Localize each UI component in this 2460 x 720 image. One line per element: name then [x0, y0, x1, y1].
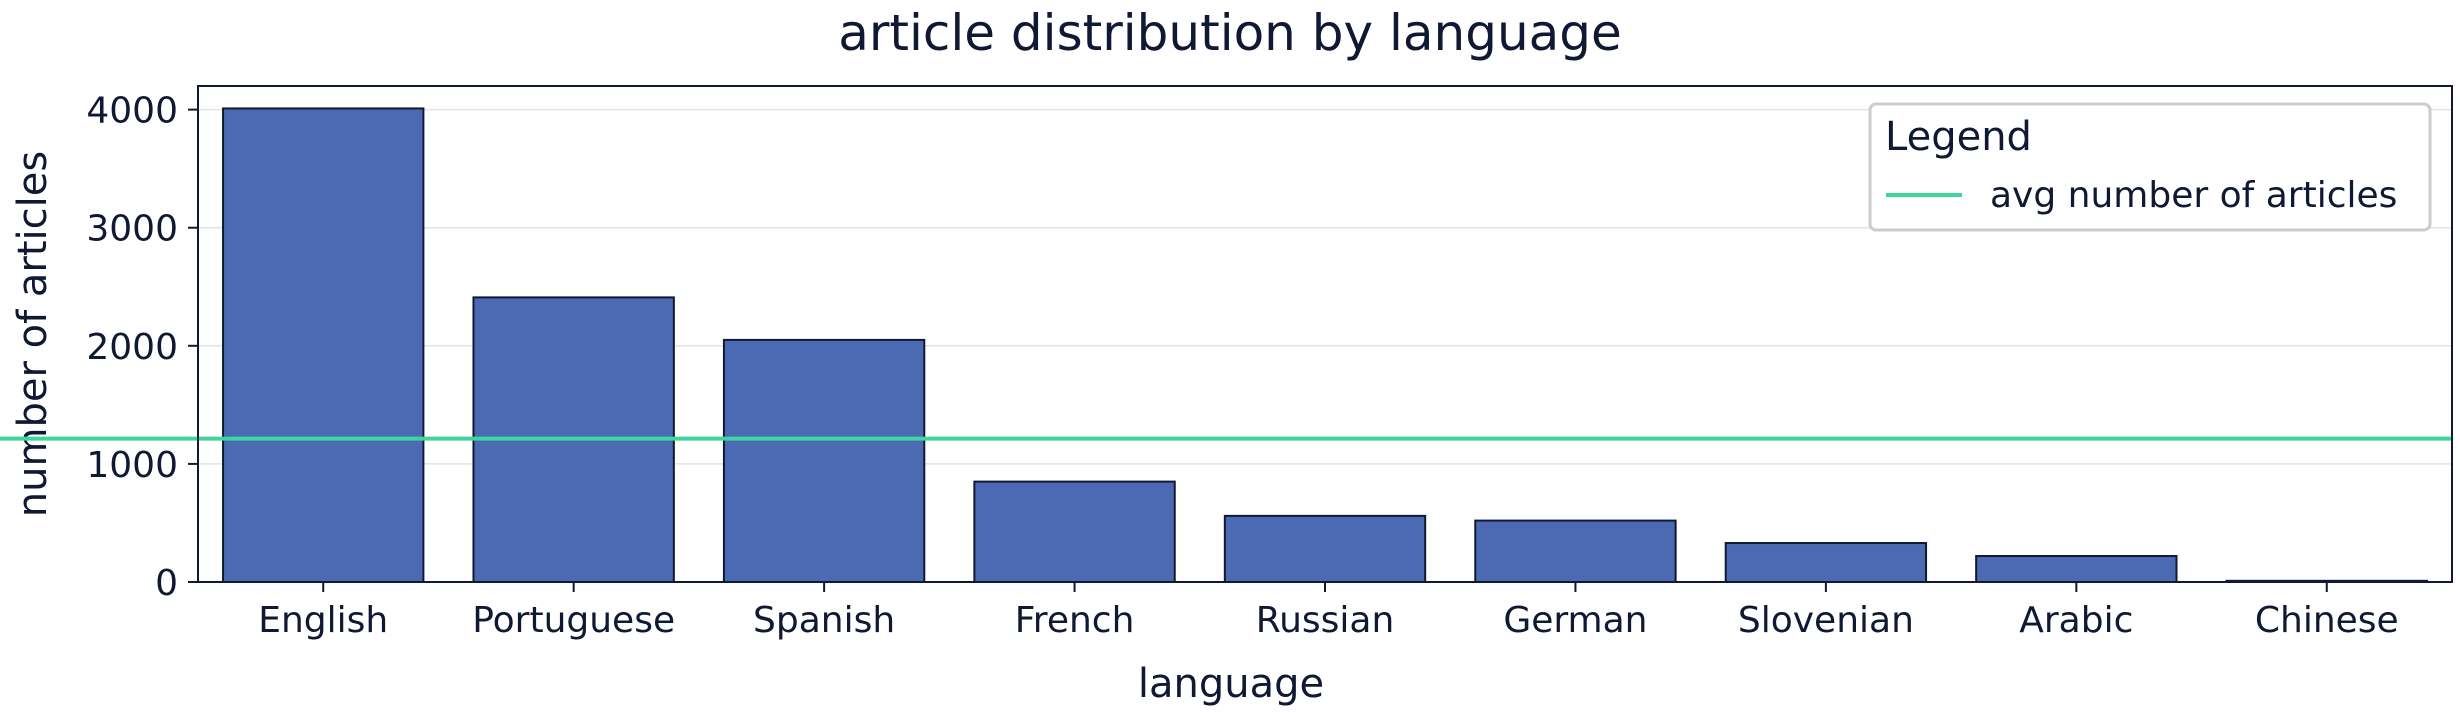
bar-english: [222, 107, 425, 583]
y-tick-label-1000: 1000: [86, 445, 178, 486]
x-tick-label-spanish: Spanish: [753, 600, 895, 641]
legend-title: Legend: [1885, 114, 2032, 160]
bar-spanish: [722, 338, 926, 583]
x-axis-ticks: English Portuguese Spanish French Russian Ger…: [258, 582, 2399, 641]
legend-box: [1868, 102, 2432, 232]
y-axis-ticks: 0 1000 2000 3000 4000: [86, 91, 198, 604]
bar-slovenian: [1724, 542, 1928, 583]
x-axis-label: language: [1138, 661, 1324, 707]
y-axis-label: number of articles: [10, 151, 56, 517]
y-tick-label-2000: 2000: [86, 327, 178, 368]
bar-french: [973, 480, 1176, 583]
x-tick-label-chinese: Chinese: [2255, 600, 2399, 641]
x-tick-label-french: French: [1015, 600, 1135, 641]
legend: Legend avg number of articles: [1868, 102, 2432, 232]
x-tick-label-portuguese: Portuguese: [472, 600, 675, 641]
chart-title: article distribution by language: [838, 4, 1622, 62]
bar-arabic: [1975, 555, 2178, 583]
bar-russian: [1223, 514, 1427, 583]
x-tick-label-slovenian: Slovenian: [1738, 600, 1914, 641]
x-tick-label-english: English: [258, 600, 388, 641]
bar-german: [1474, 519, 1677, 583]
y-tick-label-0: 0: [155, 563, 178, 604]
y-tick-label-4000: 4000: [86, 91, 178, 132]
y-tick-label-3000: 3000: [86, 209, 178, 250]
x-tick-label-russian: Russian: [1256, 600, 1395, 641]
legend-entry-avg: avg number of articles: [1990, 175, 2397, 216]
x-tick-label-german: German: [1503, 600, 1647, 641]
x-tick-label-arabic: Arabic: [2019, 600, 2133, 641]
